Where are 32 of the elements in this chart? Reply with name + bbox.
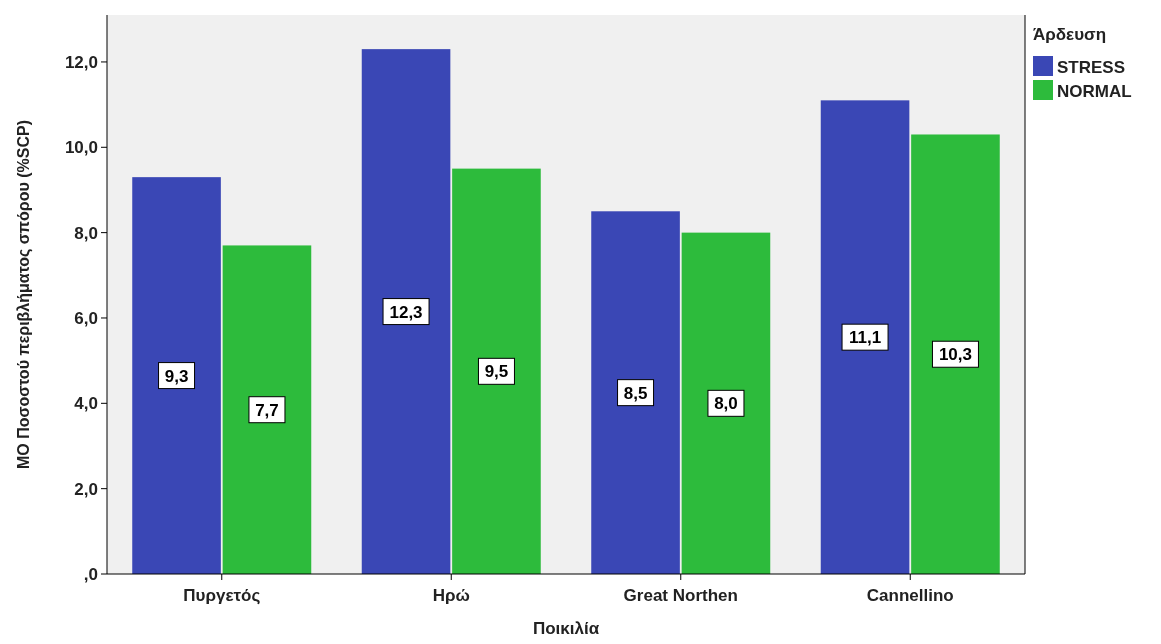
y-tick-label: 4,0 [74,394,98,414]
bar [222,245,312,574]
data-label: 8,5 [623,383,648,403]
bar [132,177,221,574]
y-tick-label: ,0 [83,564,98,584]
legend-label: NORMAL [1057,82,1132,101]
data-label: 10,3 [938,345,972,365]
data-label: 12,3 [389,302,423,322]
data-label: 8,0 [714,394,738,414]
y-tick-label: 6,0 [74,308,98,328]
y-tick-label: 2,0 [74,479,98,499]
x-tick-label: Ηρώ [432,586,470,605]
bar [681,232,771,574]
x-tick-label: Great Northen [623,586,738,605]
legend-title: Άρδευση [1033,25,1107,44]
x-tick-label: Πυργετός [183,586,261,605]
data-label: 11,1 [848,328,882,348]
x-tick-label: Cannellino [866,586,954,605]
x-axis-title: Ποικιλία [532,619,600,638]
y-tick-label: 8,0 [74,223,98,243]
y-axis-title: ΜΟ Ποσοστού περιβλήματος σπόρου (%SCP) [15,119,33,470]
bar [361,49,451,574]
data-label: 9,5 [484,362,509,382]
bar [820,100,910,574]
y-tick-label: 10,0 [64,138,98,158]
y-tick-label: 12,0 [64,52,98,72]
bar [591,211,680,574]
data-label: 9,3 [164,366,189,386]
data-label: 7,7 [255,400,279,420]
legend-label: STRESS [1057,58,1126,77]
bar [911,134,1000,574]
bar [452,168,541,574]
